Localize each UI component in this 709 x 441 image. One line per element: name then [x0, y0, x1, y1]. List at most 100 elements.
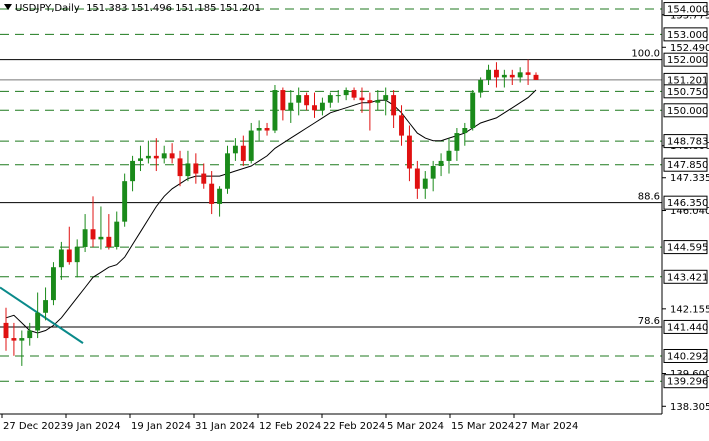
- candle: [375, 90, 381, 111]
- moving-average-line: [5, 89, 537, 334]
- candle-body: [501, 74, 507, 78]
- fib-level-tag: 100.0: [631, 49, 660, 60]
- price-level-label: 144.595: [667, 243, 708, 254]
- candle: [106, 214, 112, 250]
- time-tick-label: 22 Feb 2024: [323, 421, 385, 432]
- price-level-label: 146.350: [667, 198, 708, 209]
- price-level-box: [663, 84, 708, 99]
- candle: [470, 90, 476, 131]
- chart-title-text: USDJPY,Daily 151.383 151.496 151.185 151…: [15, 3, 262, 14]
- candle-body: [51, 267, 56, 301]
- candle: [272, 84, 278, 134]
- candle: [367, 92, 373, 131]
- time-axis: 27 Dec 2023 9 Jan 2024 19 Jan 2024 31 Jan 2…: [0, 413, 662, 432]
- price-level-label: 151.201: [667, 75, 708, 86]
- candle-body: [406, 135, 412, 169]
- price-level-box: [663, 269, 708, 284]
- candle: [193, 153, 199, 184]
- candle-body: [130, 160, 136, 182]
- candle-body: [493, 69, 499, 78]
- candle-body: [272, 90, 278, 131]
- price-tick-label: 146.040: [670, 206, 709, 217]
- candle: [82, 214, 88, 253]
- price-level-box: [663, 319, 708, 334]
- candle: [351, 87, 357, 101]
- price-level-box: [663, 195, 708, 210]
- candle-body: [232, 145, 238, 154]
- fib-level-tag: 88.6: [638, 192, 660, 203]
- candle-body: [304, 95, 310, 106]
- candle: [414, 160, 420, 199]
- candle-body: [414, 168, 420, 189]
- candle-body: [35, 312, 41, 331]
- price-level-box: [663, 134, 708, 149]
- candle: [280, 87, 286, 121]
- candle: [304, 92, 310, 111]
- candle: [240, 135, 246, 166]
- candle: [312, 92, 317, 118]
- candle-body: [296, 95, 302, 103]
- price-level-box: [663, 27, 708, 42]
- price-level-label: 143.421: [667, 272, 708, 283]
- candle-body: [525, 72, 531, 75]
- candle: [177, 150, 183, 187]
- candle-body: [106, 236, 112, 247]
- candle: [209, 171, 215, 215]
- candle: [11, 322, 17, 356]
- candle-body: [217, 188, 223, 204]
- candle: [225, 145, 230, 194]
- candle-body: [351, 90, 357, 98]
- candle: [51, 262, 56, 306]
- candle-body: [486, 69, 491, 80]
- candle-body: [533, 74, 539, 80]
- price-level-box: [663, 157, 708, 172]
- candle-body: [122, 181, 128, 222]
- candle-body: [280, 90, 286, 111]
- candle-body: [114, 221, 120, 247]
- price-tick-label: 152.490: [670, 43, 709, 54]
- price-level-box: [663, 2, 708, 17]
- candle-body: [145, 155, 151, 159]
- candle: [66, 226, 72, 265]
- candle: [256, 120, 262, 141]
- price-level-label: 152.000: [667, 55, 708, 66]
- candle-body: [454, 133, 460, 151]
- candle: [35, 292, 41, 339]
- candle: [399, 105, 404, 146]
- candle: [145, 140, 151, 164]
- candle: [74, 239, 80, 278]
- candle-body: [470, 92, 476, 129]
- candle-body: [82, 229, 88, 247]
- price-level-label: 150.000: [667, 106, 708, 117]
- candle-body: [169, 153, 175, 159]
- candle: [359, 87, 365, 113]
- candle-body: [225, 153, 230, 189]
- candle-body: [256, 128, 262, 131]
- candle: [478, 77, 484, 98]
- collapse-triangle-icon[interactable]: [4, 4, 12, 10]
- price-level-label: 148.783: [667, 137, 708, 148]
- candle-body: [201, 173, 207, 184]
- candle: [319, 97, 325, 116]
- candle-body: [367, 100, 373, 103]
- candle-body: [240, 145, 246, 161]
- candle-body: [422, 178, 428, 189]
- moving-average: [5, 89, 537, 334]
- candle: [98, 206, 104, 250]
- time-tick-label: 19 Jan 2024: [131, 421, 191, 432]
- price-level-box: [663, 240, 708, 255]
- candle-body: [391, 95, 397, 116]
- candle: [486, 64, 491, 85]
- candle-body: [58, 249, 64, 268]
- price-level-label: 147.850: [667, 160, 708, 171]
- candle: [335, 90, 341, 103]
- price-axis: 153.775152.490148.600147.335146.040142.1…: [661, 0, 709, 414]
- candle-body: [98, 236, 104, 240]
- candle-body: [399, 115, 404, 136]
- candle: [296, 87, 302, 116]
- candle: [327, 92, 333, 108]
- candle-body: [153, 155, 159, 159]
- time-tick-label: 15 Mar 2024: [451, 421, 514, 432]
